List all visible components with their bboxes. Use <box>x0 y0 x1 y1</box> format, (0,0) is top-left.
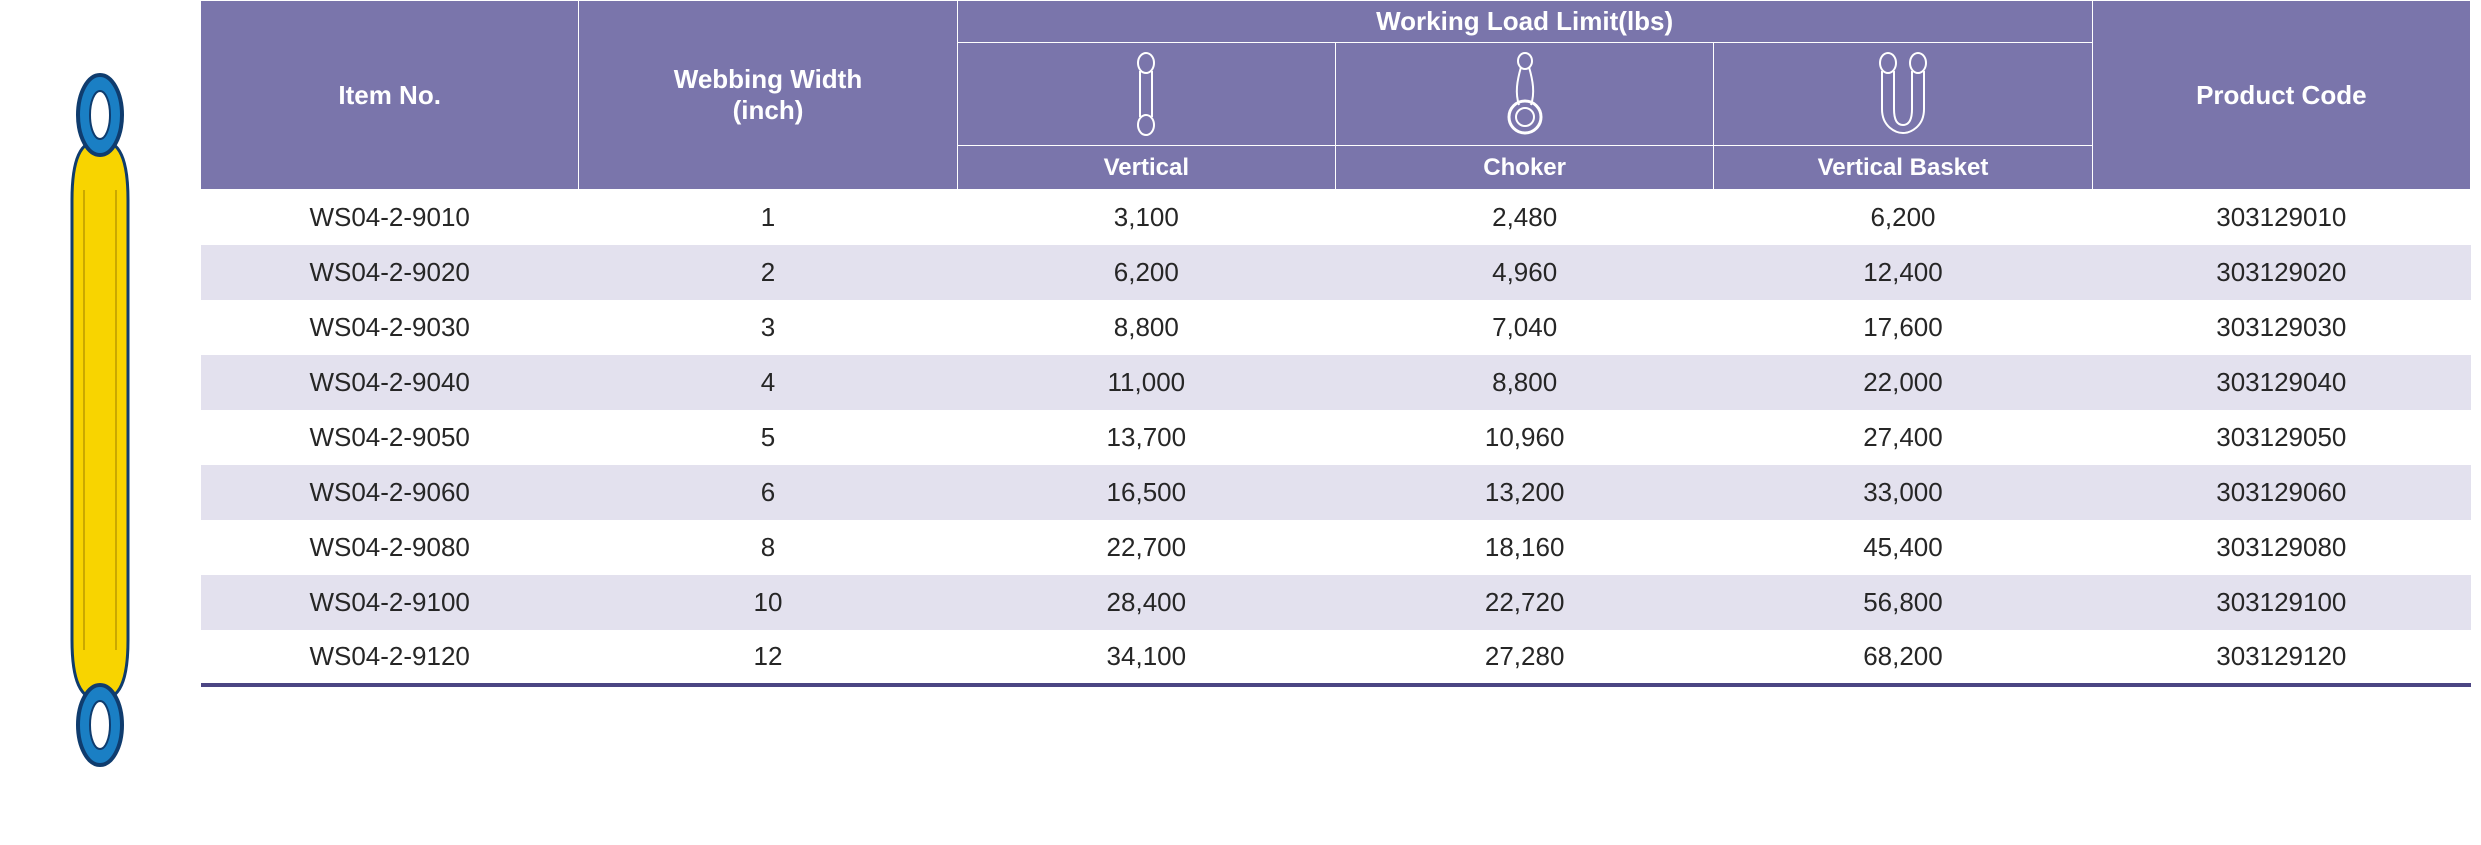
cell-choker: 13,200 <box>1335 465 1713 520</box>
table-row: WS04-2-9040411,0008,80022,000303129040 <box>201 355 2471 410</box>
table-row: WS04-2-9080822,70018,16045,400303129080 <box>201 520 2471 575</box>
table-row: WS04-2-91001028,40022,72056,800303129100 <box>201 575 2471 630</box>
cell-choker: 2,480 <box>1335 190 1713 245</box>
cell-choker: 27,280 <box>1335 630 1713 685</box>
cell-basket: 27,400 <box>1714 410 2092 465</box>
cell-code: 303129020 <box>2092 245 2470 300</box>
cell-item-no: WS04-2-9120 <box>201 630 579 685</box>
cell-item-no: WS04-2-9010 <box>201 190 579 245</box>
cell-width: 1 <box>579 190 957 245</box>
cell-vertical: 28,400 <box>957 575 1335 630</box>
header-item-no: Item No. <box>201 1 579 190</box>
cell-choker: 18,160 <box>1335 520 1713 575</box>
cell-code: 303129040 <box>2092 355 2470 410</box>
cell-vertical: 6,200 <box>957 245 1335 300</box>
cell-choker: 8,800 <box>1335 355 1713 410</box>
table-row: WS04-2-9060616,50013,20033,000303129060 <box>201 465 2471 520</box>
cell-item-no: WS04-2-9040 <box>201 355 579 410</box>
cell-choker: 22,720 <box>1335 575 1713 630</box>
table-row: WS04-2-903038,8007,04017,600303129030 <box>201 300 2471 355</box>
header-webbing-width: Webbing Width (inch) <box>579 1 957 190</box>
header-vertical: Vertical <box>957 146 1335 190</box>
cell-vertical: 11,000 <box>957 355 1335 410</box>
cell-width: 2 <box>579 245 957 300</box>
cell-vertical: 13,700 <box>957 410 1335 465</box>
cell-code: 303129080 <box>2092 520 2470 575</box>
flat-webbing-sling-icon <box>40 60 160 780</box>
cell-width: 12 <box>579 630 957 685</box>
cell-code: 303129120 <box>2092 630 2470 685</box>
header-wll-group: Working Load Limit(lbs) <box>957 1 2092 43</box>
cell-basket: 12,400 <box>1714 245 2092 300</box>
cell-choker: 4,960 <box>1335 245 1713 300</box>
cell-choker: 7,040 <box>1335 300 1713 355</box>
header-product-code: Product Code <box>2092 1 2470 190</box>
cell-vertical: 22,700 <box>957 520 1335 575</box>
cell-code: 303129100 <box>2092 575 2470 630</box>
basket-sling-icon <box>1868 51 1938 137</box>
choker-sling-icon <box>1495 51 1555 137</box>
header-basket-icon-cell <box>1714 43 2092 146</box>
cell-width: 5 <box>579 410 957 465</box>
cell-code: 303129060 <box>2092 465 2470 520</box>
cell-code: 303129030 <box>2092 300 2470 355</box>
cell-vertical: 16,500 <box>957 465 1335 520</box>
cell-width: 10 <box>579 575 957 630</box>
cell-width: 4 <box>579 355 957 410</box>
cell-item-no: WS04-2-9060 <box>201 465 579 520</box>
cell-item-no: WS04-2-9050 <box>201 410 579 465</box>
header-choker-icon-cell <box>1335 43 1713 146</box>
cell-basket: 68,200 <box>1714 630 2092 685</box>
table-row: WS04-2-91201234,10027,28068,200303129120 <box>201 630 2471 685</box>
cell-item-no: WS04-2-9030 <box>201 300 579 355</box>
header-vertical-icon-cell <box>957 43 1335 146</box>
cell-vertical: 3,100 <box>957 190 1335 245</box>
cell-width: 6 <box>579 465 957 520</box>
cell-item-no: WS04-2-9020 <box>201 245 579 300</box>
page: Item No. Webbing Width (inch) Working Lo… <box>0 0 2481 845</box>
header-choker: Choker <box>1335 146 1713 190</box>
table-row: WS04-2-901013,1002,4806,200303129010 <box>201 190 2471 245</box>
vertical-sling-icon <box>1126 51 1166 137</box>
spec-table-wrapper: Item No. Webbing Width (inch) Working Lo… <box>200 0 2481 687</box>
cell-basket: 22,000 <box>1714 355 2092 410</box>
cell-basket: 17,600 <box>1714 300 2092 355</box>
cell-code: 303129050 <box>2092 410 2470 465</box>
spec-table: Item No. Webbing Width (inch) Working Lo… <box>200 0 2471 687</box>
cell-basket: 6,200 <box>1714 190 2092 245</box>
cell-width: 8 <box>579 520 957 575</box>
cell-vertical: 34,100 <box>957 630 1335 685</box>
table-body: WS04-2-901013,1002,4806,200303129010 WS0… <box>201 190 2471 685</box>
cell-code: 303129010 <box>2092 190 2470 245</box>
product-illustration-column <box>0 0 200 780</box>
cell-item-no: WS04-2-9080 <box>201 520 579 575</box>
cell-width: 3 <box>579 300 957 355</box>
cell-basket: 56,800 <box>1714 575 2092 630</box>
table-row: WS04-2-902026,2004,96012,400303129020 <box>201 245 2471 300</box>
table-header: Item No. Webbing Width (inch) Working Lo… <box>201 1 2471 190</box>
cell-basket: 45,400 <box>1714 520 2092 575</box>
cell-choker: 10,960 <box>1335 410 1713 465</box>
cell-vertical: 8,800 <box>957 300 1335 355</box>
header-vertical-basket: Vertical Basket <box>1714 146 2092 190</box>
table-row: WS04-2-9050513,70010,96027,400303129050 <box>201 410 2471 465</box>
cell-item-no: WS04-2-9100 <box>201 575 579 630</box>
cell-basket: 33,000 <box>1714 465 2092 520</box>
